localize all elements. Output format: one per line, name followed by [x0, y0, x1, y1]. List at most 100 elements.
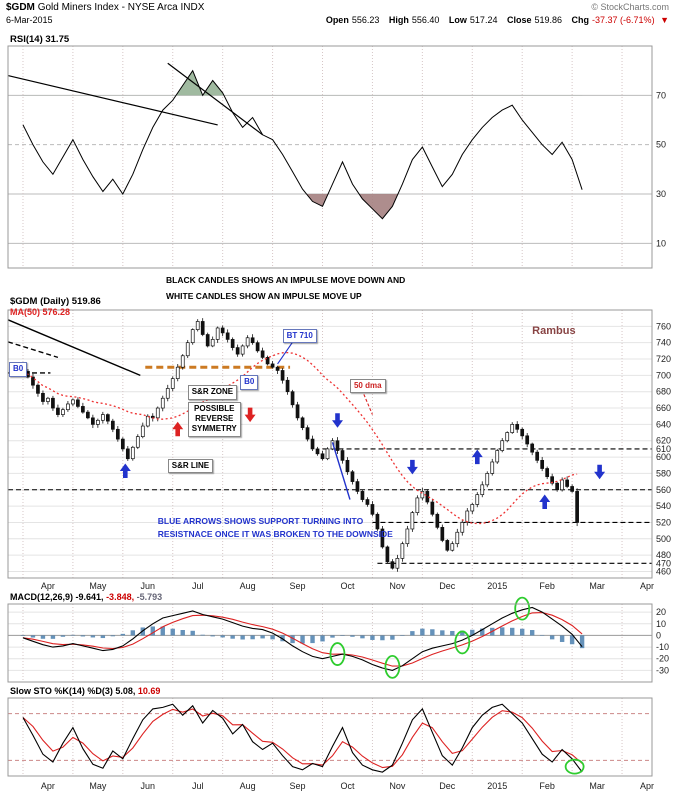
rsi-axis-label: 30 — [656, 189, 666, 199]
arrow-up-red-icon — [172, 421, 184, 437]
macd-panel-border — [7, 603, 653, 683]
sto-d-line — [22, 708, 583, 769]
sto-panel-label: Slow STO %K(14) %D(3) 5.08, 10.69 — [10, 686, 160, 696]
macd-histogram — [20, 626, 585, 649]
price-axis-label: 580 — [656, 468, 671, 478]
month-axis-label: May — [89, 781, 107, 791]
price-axis-label: 460 — [656, 566, 671, 576]
month-axis-label: Jun — [141, 781, 156, 791]
month-axis-label: Oct — [340, 581, 355, 591]
month-axis-label: Aug — [240, 781, 256, 791]
macd-signal-label-text: -3.848, — [106, 592, 135, 602]
open-label: Open — [325, 15, 349, 25]
month-axis-label: Apr — [640, 581, 654, 591]
month-axis-label: 2015 — [487, 581, 507, 591]
symbol: $GDM — [6, 2, 35, 13]
rsi-label-text: RSI(14) 31.75 — [10, 34, 70, 45]
rsi-trendline — [167, 62, 263, 136]
arrow-up-blue-icon — [539, 494, 551, 509]
rsi-line — [22, 69, 583, 220]
green-circle-annotation — [514, 596, 531, 621]
chg-label: Chg — [571, 15, 590, 25]
month-axis-label: Mar — [589, 581, 605, 591]
low-label: Low — [448, 15, 467, 25]
symbol-title: $GDM Gold Miners Index - NYSE Arca INDX — [6, 2, 204, 13]
price-axis-label: 600 — [656, 452, 671, 462]
price-axis-label: 500 — [656, 534, 671, 544]
candle-note: BLACK CANDLES SHOWS AN IMPULSE MOVE DOWN… — [166, 272, 405, 304]
rsi-panel-border — [7, 45, 653, 269]
price-axis-label: 740 — [656, 338, 671, 348]
chg-value: -37.37 (-6.71%) — [592, 15, 655, 25]
green-circle-annotation — [564, 758, 585, 775]
price-axis-label: 620 — [656, 436, 671, 446]
month-axis-label: 2015 — [487, 781, 507, 791]
month-axis-label: Nov — [389, 781, 406, 791]
macd-axis-label: -20 — [656, 654, 669, 664]
price-axis-label: 660 — [656, 403, 671, 413]
arrow-down-red-icon — [244, 407, 256, 423]
copyright: © StockCharts.com — [591, 2, 669, 12]
candlestick-series — [21, 318, 579, 572]
ma50-line — [22, 351, 578, 525]
macd-hist-label-text: -5.793 — [136, 592, 163, 602]
macd-line — [22, 606, 583, 671]
price-axis-label: 680 — [656, 387, 671, 397]
macd-label-text: MACD(12,26,9) -9.641, — [10, 592, 104, 602]
month-axis-label: Feb — [539, 581, 555, 591]
high-label: High — [388, 15, 409, 25]
price-panel-border — [7, 309, 653, 579]
month-axis-label: Nov — [389, 581, 406, 591]
price-label-text: $GDM (Daily) 519.86 — [10, 296, 101, 307]
macd-axis-label: -30 — [656, 665, 669, 675]
price-axis-label: 610 — [656, 444, 671, 454]
arrow-up-blue-icon — [471, 449, 483, 465]
annotation-pointer-line — [359, 384, 373, 415]
rsi-axis-label: 50 — [656, 140, 666, 150]
month-axis-label: Jul — [192, 781, 204, 791]
date-label: 6-Mar-2015 — [6, 15, 53, 25]
price-trendline — [7, 319, 141, 377]
candle-note-line1: BLACK CANDLES SHOWS AN IMPULSE MOVE DOWN… — [166, 275, 406, 285]
month-axis-label: Oct — [340, 781, 355, 791]
chg-down-arrow-icon: ▼ — [660, 15, 669, 25]
close-label: Close — [506, 15, 532, 25]
month-axis-label: Jun — [141, 581, 156, 591]
title-text: Gold Miners Index - NYSE Arca INDX — [37, 2, 205, 13]
price-axis-label: 760 — [656, 321, 671, 331]
month-axis-label: Apr — [41, 781, 55, 791]
candle-note-line2: WHITE CANDLES SHOW AN IMPULSE MOVE UP — [166, 291, 362, 301]
close-value: 519.86 — [534, 15, 563, 25]
month-axis-label: Apr — [640, 781, 654, 791]
green-circle-annotation — [329, 642, 346, 666]
macd-axis-label: 20 — [656, 607, 666, 617]
month-axis-label: Apr — [41, 581, 55, 591]
sto-k-line — [22, 703, 583, 773]
price-axis-label: 540 — [656, 501, 671, 511]
price-axis-label: 480 — [656, 550, 671, 560]
price-panel-label: $GDM (Daily) 519.86 MA(50) 576.28 — [10, 296, 101, 317]
macd-axis-label: 10 — [656, 619, 666, 629]
green-circle-annotation — [384, 654, 401, 679]
quote-values: Open 556.23 High 556.40 Low 517.24 Close 519… — [319, 15, 669, 25]
month-axis-label: Dec — [439, 581, 456, 591]
arrow-down-blue-icon — [594, 464, 606, 480]
arrow-down-blue-icon — [406, 459, 418, 475]
month-axis-label: May — [89, 581, 107, 591]
sto-d-label-text: 10.69 — [137, 686, 161, 696]
price-trendline — [7, 341, 59, 359]
price-axis-label: 520 — [656, 517, 671, 527]
month-axis-label: Sep — [290, 781, 306, 791]
open-value: 556.23 — [351, 15, 380, 25]
sto-panel-border — [7, 697, 653, 777]
month-axis-label: Jul — [192, 581, 204, 591]
macd-panel-label: MACD(12,26,9) -9.641, -3.848, -5.793 — [10, 592, 162, 602]
rsi-trendline — [7, 75, 218, 126]
month-axis-label: Aug — [240, 581, 256, 591]
rsi-axis-label: 70 — [656, 90, 666, 100]
arrow-down-blue-icon — [332, 413, 343, 428]
price-trendline — [331, 442, 351, 500]
month-axis-label: Feb — [539, 781, 555, 791]
